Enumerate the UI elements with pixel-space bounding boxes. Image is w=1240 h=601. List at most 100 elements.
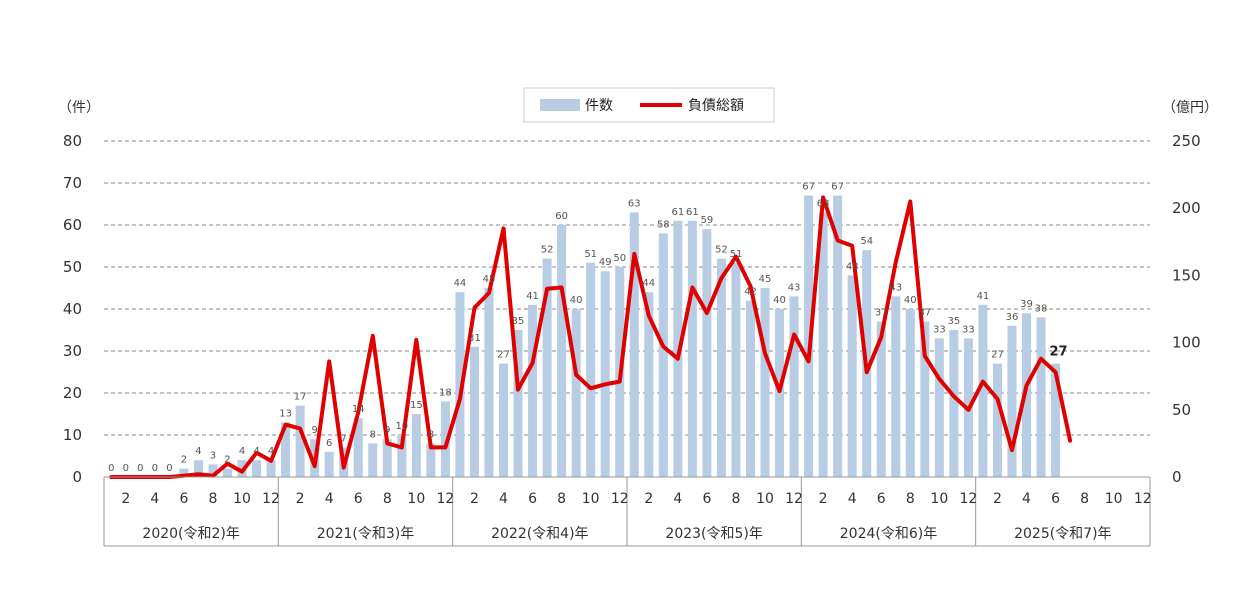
line-layer	[109, 195, 1073, 479]
bar-data-label: 35	[948, 316, 961, 327]
y-right-tick-label: 250	[1172, 132, 1201, 150]
bar-data-label: 50	[613, 253, 626, 264]
x-tick-label: 6	[877, 491, 886, 507]
bar-data-label: 40	[570, 295, 583, 306]
x-tick-label: 8	[383, 491, 392, 507]
bar-data-label: 0	[123, 463, 129, 474]
y-right-tick-label: 150	[1172, 266, 1201, 284]
x-tick-label: 8	[557, 491, 566, 507]
x-tick-label: 12	[1134, 491, 1152, 507]
x-tick-label: 4	[150, 491, 159, 507]
bar	[499, 363, 509, 477]
bar	[513, 330, 523, 477]
bar	[281, 422, 291, 477]
bar-data-label: 15	[410, 400, 423, 411]
bar-data-label: 6	[326, 438, 332, 449]
bar	[847, 275, 857, 477]
bar	[731, 262, 741, 477]
bar-data-label: 61	[686, 207, 699, 218]
y-left-tick-label: 20	[63, 384, 82, 402]
bar	[382, 439, 392, 477]
year-label: 2023(令和5)年	[665, 526, 762, 542]
x-tick-label: 4	[673, 491, 682, 507]
bar	[760, 288, 770, 477]
bar-data-label: 7	[341, 434, 347, 445]
year-label: 2022(令和4)年	[491, 526, 588, 542]
bar-data-label: 52	[541, 245, 554, 256]
bar	[397, 435, 407, 477]
bar	[1007, 325, 1017, 477]
y-left-tick-label: 10	[63, 426, 82, 444]
bar	[833, 195, 843, 477]
x-tick-label: 2	[993, 491, 1002, 507]
bar	[528, 304, 538, 477]
bar	[208, 464, 218, 477]
y-left-tick-label: 0	[72, 468, 82, 486]
bar-data-label: 14	[352, 404, 365, 415]
x-tick-label: 8	[731, 491, 740, 507]
bar	[600, 271, 610, 477]
x-tick-label: 8	[906, 491, 915, 507]
bar-data-label: 54	[860, 236, 873, 247]
bar	[222, 468, 232, 477]
y-left-tick-label: 30	[63, 342, 82, 360]
y-left-tick-label: 50	[63, 258, 82, 276]
bar-data-label: 58	[657, 219, 670, 230]
bar	[804, 195, 814, 477]
x-tick-label: 12	[611, 491, 629, 507]
bar-data-label: 45	[759, 274, 772, 285]
bar	[571, 309, 581, 477]
bar	[934, 338, 944, 477]
bar-data-label: 40	[904, 295, 917, 306]
bar-data-label: 0	[166, 463, 172, 474]
bar-data-label: 51	[730, 249, 743, 260]
bar-data-label: 52	[715, 245, 728, 256]
right-axis-unit: （億円）	[1162, 100, 1218, 116]
bar	[876, 321, 886, 477]
bar	[644, 292, 654, 477]
bar	[949, 330, 959, 477]
legend-bar-swatch	[540, 99, 580, 111]
x-tick-label: 8	[1080, 491, 1089, 507]
bar-data-label: 40	[773, 295, 786, 306]
bar-data-label: 4	[239, 446, 245, 457]
year-label: 2024(令和6)年	[840, 526, 937, 542]
bar	[455, 292, 465, 477]
bar-data-label: 9	[311, 425, 317, 436]
x-tick-label: 4	[499, 491, 508, 507]
bar-data-label: 63	[817, 198, 830, 209]
bar-data-label: 0	[152, 463, 158, 474]
x-tick-label: 2	[470, 491, 479, 507]
bar	[266, 460, 276, 477]
bar	[1036, 317, 1046, 477]
bar	[542, 258, 552, 477]
y-left-tick-label: 60	[63, 216, 82, 234]
x-tick-label: 10	[756, 491, 774, 507]
legend-line-label: 負債総額	[688, 98, 744, 114]
bar-data-label: 36	[1006, 312, 1019, 323]
x-tick-label: 2	[644, 491, 653, 507]
x-tick-label: 6	[1051, 491, 1060, 507]
bar	[586, 262, 596, 477]
bar	[658, 233, 668, 477]
bar	[818, 212, 828, 477]
legend: 件数 負債総額	[523, 87, 775, 123]
x-tick-label: 6	[354, 491, 363, 507]
x-tick-label: 12	[262, 491, 280, 507]
bar-data-label: 41	[977, 291, 990, 302]
bar	[745, 300, 755, 477]
bar-data-label: 43	[788, 282, 801, 293]
bar	[775, 309, 785, 477]
bar	[789, 296, 799, 477]
bar-data-label: 4	[268, 446, 274, 457]
bar	[411, 414, 421, 477]
x-tick-label: 10	[582, 491, 600, 507]
bar	[891, 296, 901, 477]
bar	[426, 443, 436, 477]
bar-layer	[179, 195, 1061, 478]
bar	[992, 363, 1002, 477]
bar-data-label: 39	[1020, 299, 1033, 310]
